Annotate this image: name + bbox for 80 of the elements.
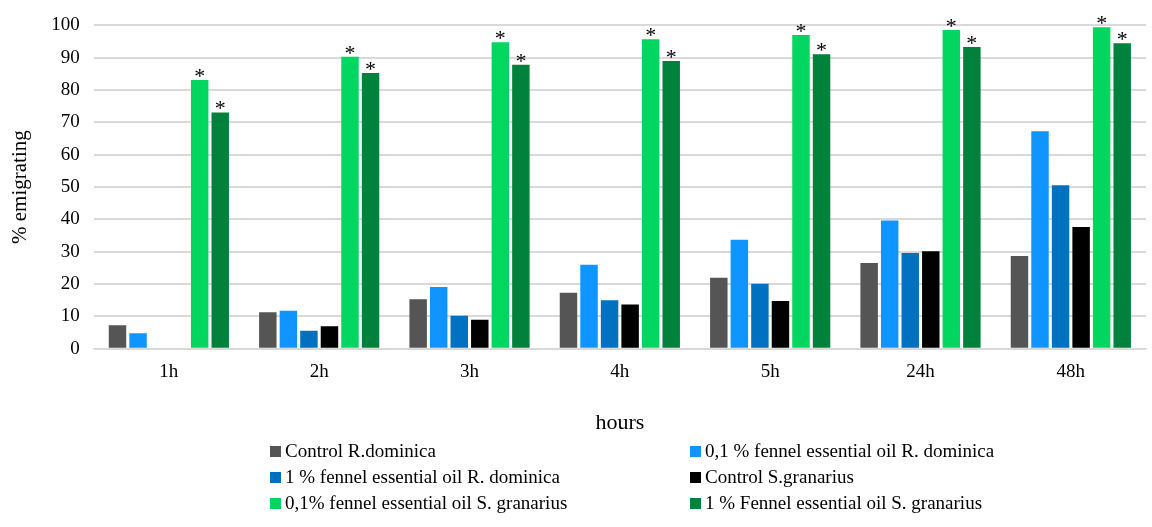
bar: [641, 39, 660, 348]
bar: [279, 310, 298, 348]
bar: [429, 287, 448, 348]
legend-label: 1 % fennel essential oil R. dominica: [285, 466, 560, 488]
legend-label: Control S.granarius: [705, 466, 854, 488]
annotation: *: [494, 25, 506, 51]
bar: [129, 333, 147, 348]
legend-label: 0,1 % fennel essential oil R. dominica: [705, 440, 995, 462]
bar: [409, 299, 427, 348]
bar: [1072, 226, 1090, 348]
bar: [710, 277, 728, 348]
bar: [190, 80, 209, 348]
bar: [259, 312, 277, 348]
annotation: *: [344, 39, 356, 65]
annotation: *: [966, 30, 978, 56]
annotation: *: [515, 47, 527, 73]
bar: [108, 325, 127, 348]
annotation: *: [214, 95, 226, 121]
annotation: *: [945, 12, 957, 38]
x-tick-label: 1h: [159, 360, 179, 382]
bar: [491, 42, 510, 348]
x-tick-label: 4h: [610, 360, 630, 382]
bar: [1092, 27, 1111, 348]
annotation: *: [816, 37, 828, 63]
x-tick-label: 48h: [1056, 360, 1086, 382]
bar: [341, 56, 359, 348]
bar: [812, 54, 831, 348]
bar: [211, 112, 229, 348]
legend-label: 0,1% fennel essential oil S. granarius: [285, 492, 568, 514]
bar: [771, 300, 790, 348]
y-tick-label: 50: [60, 175, 80, 197]
bar: [621, 304, 639, 348]
bar: [300, 330, 318, 348]
bar: [751, 283, 769, 348]
annotation: *: [645, 22, 657, 48]
annotation: *: [665, 43, 677, 69]
x-axis-title: hours: [595, 408, 645, 434]
bar: [963, 47, 981, 348]
y-tick-label: 100: [51, 13, 80, 35]
y-tick-label: 70: [60, 110, 80, 132]
bar: [942, 29, 961, 348]
x-tick-label: 3h: [460, 360, 480, 382]
y-axis-title: % emigrating: [7, 129, 32, 244]
x-tick-label: 5h: [760, 360, 781, 382]
y-tick-label: 20: [60, 272, 80, 294]
y-tick-label: 0: [70, 336, 80, 358]
y-tick-label: 90: [60, 45, 80, 67]
bar: [559, 292, 578, 348]
annotation: *: [795, 18, 807, 44]
bar: [580, 264, 598, 348]
annotation: *: [365, 55, 377, 81]
y-tick-label: 80: [60, 78, 80, 100]
x-tick-label: 24h: [906, 360, 936, 382]
y-tick-label: 40: [60, 207, 80, 229]
bar: [1010, 255, 1029, 348]
y-tick-label: 30: [60, 239, 80, 261]
bar: [361, 72, 380, 348]
bar: [901, 253, 919, 348]
bar: [730, 239, 749, 348]
y-tick-label: 60: [60, 142, 80, 164]
bar: [1031, 131, 1049, 348]
bar: [792, 35, 810, 348]
bar: [600, 300, 619, 348]
x-tick-label: 2h: [309, 360, 330, 382]
bar: [1051, 185, 1070, 348]
annotation: *: [1096, 10, 1108, 36]
bar: [662, 60, 680, 348]
legend-label: 1 % Fennel essential oil S. granarius: [705, 492, 983, 514]
bar: [450, 315, 468, 348]
annotation: *: [1116, 26, 1128, 52]
annotation: *: [194, 63, 206, 89]
bar: [922, 251, 940, 348]
legend-label: Control R.dominica: [285, 440, 436, 462]
bar: [880, 220, 899, 348]
bar: [471, 319, 489, 348]
y-tick-label: 10: [60, 304, 80, 326]
bar: [860, 263, 878, 348]
bar: [1113, 43, 1131, 348]
bar: [320, 326, 339, 348]
bar: [512, 64, 530, 348]
